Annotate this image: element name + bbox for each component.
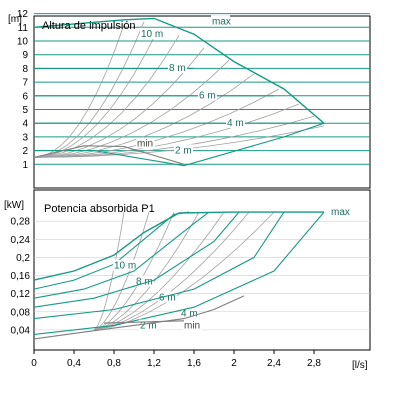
head-system-curve	[33, 24, 125, 158]
head-panel-title: Altura de impulsión	[42, 20, 136, 32]
head-curve-label: 8 m	[169, 63, 186, 74]
head-curve-label: 2 m	[175, 145, 192, 156]
power-curve-label: min	[184, 321, 200, 332]
head-y-tick-label: 1	[22, 160, 28, 171]
power-curve-label-bg	[180, 307, 199, 319]
power-plot-frame	[33, 189, 371, 351]
power-curve-max	[33, 211, 324, 281]
head-curve-label: 4 m	[227, 118, 244, 129]
head-y-axis-label: [m]	[8, 14, 22, 25]
power-curve-label-bg	[183, 319, 202, 331]
head-system-curve	[33, 59, 230, 158]
x-tick-label: 0,8	[107, 358, 121, 369]
power-grid	[34, 220, 370, 331]
head-system-curve	[33, 27, 160, 158]
head-curve-label: 6 m	[199, 91, 216, 102]
head-grid	[34, 13, 370, 165]
power-system-curve	[93, 212, 125, 331]
x-tick-label: 2,8	[307, 358, 321, 369]
power-curve-label-bg	[135, 275, 154, 287]
head-curve-min	[33, 145, 185, 165]
head-setpoint-curves: max 10 m 8 m 6 m 4 m 2 m min	[33, 15, 325, 167]
head-curve-label-bg	[136, 137, 155, 149]
head-y-tick-label: 7	[22, 78, 28, 89]
head-curve-max	[33, 17, 325, 124]
head-y-tick-label: 6	[22, 91, 28, 102]
power-curve-label-bg	[158, 291, 177, 303]
power-y-tick-label: 0,2	[16, 253, 30, 264]
x-tick-label: 0	[31, 358, 37, 369]
head-y-tick-label: 4	[22, 119, 28, 130]
power-curve-label: 8 m	[136, 277, 153, 288]
head-curve-label-bg	[168, 62, 187, 74]
power-y-tick-label: 0,08	[11, 307, 31, 318]
head-curve-label-bg	[174, 144, 193, 156]
power-curve-label: 2 m	[140, 321, 157, 332]
head-curve-label: min	[137, 138, 153, 149]
x-tick-label: 0,4	[67, 358, 81, 369]
power-curve-label: 6 m	[159, 292, 176, 303]
power-y-tick-label: 0,12	[11, 289, 31, 300]
power-panel-title: Potencia absorbida P1	[44, 203, 155, 215]
power-curve-label: 10 m	[114, 261, 136, 272]
x-tick-label: 2	[231, 358, 237, 369]
power-curve-label: 4 m	[181, 308, 198, 319]
head-y-tick-label: 3	[22, 132, 28, 143]
head-curve-label: max	[212, 17, 231, 28]
head-y-tick-label: 5	[22, 105, 28, 116]
power-curve-4m	[33, 211, 285, 320]
head-curve-label: 10 m	[141, 29, 163, 40]
power-system-curve	[93, 211, 150, 331]
head-y-tick-label: 8	[22, 64, 28, 75]
x-tick-labels: 0 0,4 0,8 1,2 1,6 2 2,4 2,8	[31, 350, 321, 369]
head-system-curve	[33, 88, 280, 158]
power-curve-8m	[33, 211, 210, 299]
power-curve-label-bg	[113, 259, 139, 271]
power-y-tick-labels: 0,04 0,08 0,12 0,16 0,2 0,24 0,28	[11, 217, 31, 337]
x-tick-label: 1,6	[187, 358, 201, 369]
power-curve-label-bg	[139, 319, 158, 331]
head-curve-label-bg	[211, 15, 230, 27]
head-y-tick-label: 9	[22, 50, 28, 61]
power-curve-2m	[33, 211, 325, 335]
power-y-tick-label: 0,24	[11, 235, 31, 246]
head-y-tick-label: 12	[17, 9, 29, 20]
power-y-axis-label: [kW]	[4, 200, 24, 211]
head-curve-2m	[34, 122, 325, 167]
head-y-tick-label: 10	[17, 37, 29, 48]
head-system-curve	[33, 47, 205, 158]
power-curve-6m	[33, 211, 240, 308]
power-curve-label: max	[331, 207, 350, 218]
power-y-tick-label: 0,16	[11, 271, 31, 282]
head-y-tick-label: 11	[18, 23, 29, 34]
x-tick-label: 1,2	[147, 358, 161, 369]
head-curve-label-bg	[226, 116, 245, 128]
power-min-segment	[103, 320, 185, 324]
x-axis-label: [l/s]	[352, 360, 368, 371]
head-system-curve	[33, 35, 180, 158]
head-system-curve	[33, 73, 255, 158]
head-system-curve	[33, 103, 300, 158]
power-y-tick-label: 0,04	[11, 325, 31, 336]
power-y-tick-label: 0,28	[11, 217, 31, 228]
power-curve-label-bg	[330, 205, 349, 217]
power-setpoint-curves: max 10 m8 m 6 m 4 m 2 m min	[33, 205, 350, 340]
head-curve-label-bg	[140, 27, 166, 39]
head-curve-label-bg	[198, 89, 217, 101]
head-y-tick-label: 2	[22, 146, 28, 157]
power-curve-10m	[33, 211, 190, 290]
head-plot-frame	[33, 15, 371, 189]
x-tick-label: 2,4	[267, 358, 281, 369]
